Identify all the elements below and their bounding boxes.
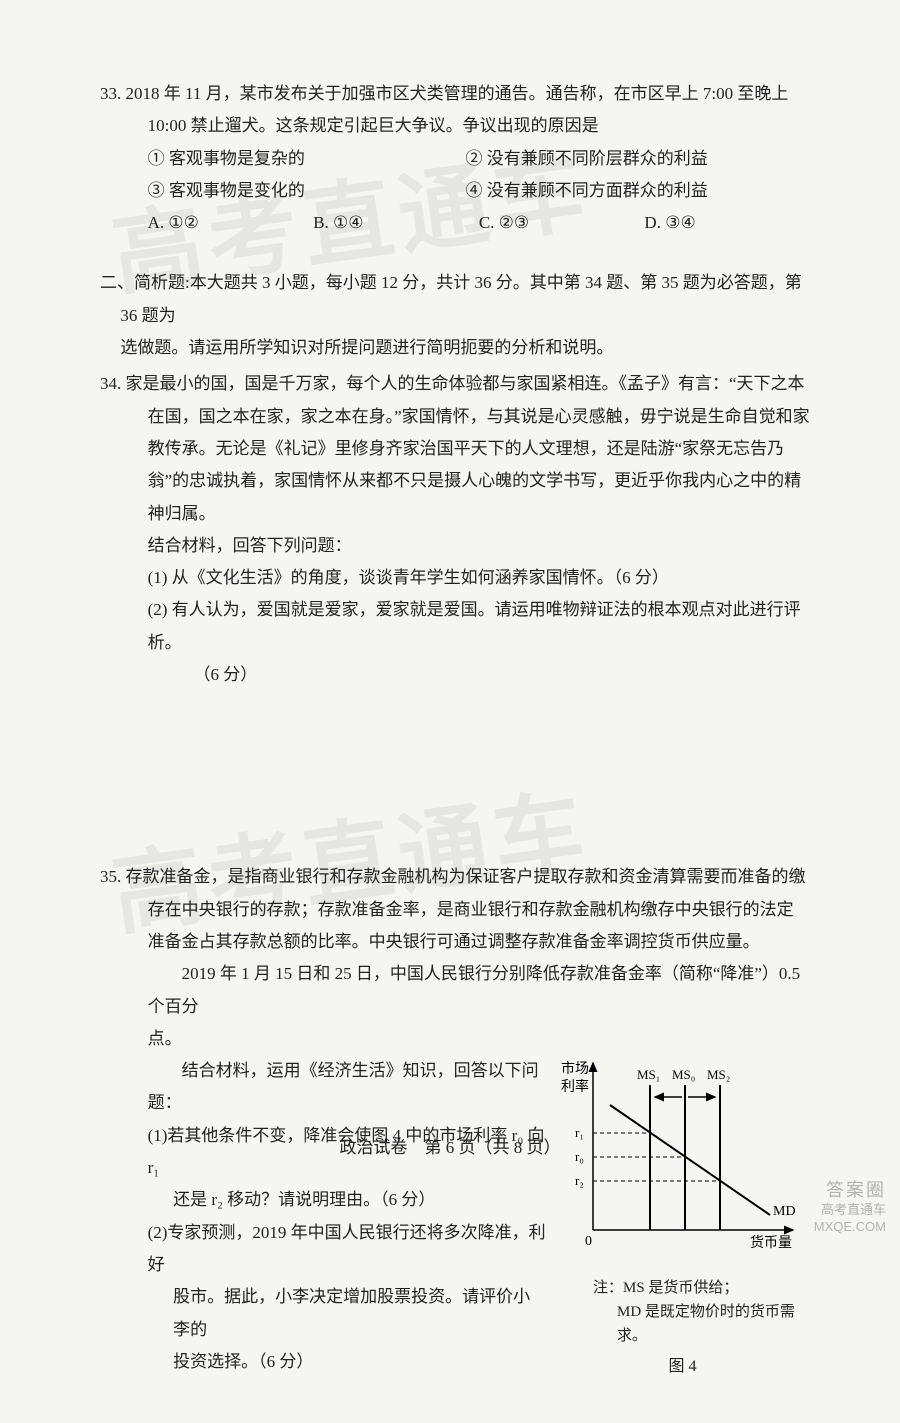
q35-para2a: 2019 年 1 月 15 日和 25 日，中国人民银行分别降低存款准备金率（简… (100, 958, 810, 1023)
corner-line1: 答案圈 (814, 1179, 886, 1202)
q35-stem-text: 存款准备金，是指商业银行和存款金融机构为保证客户提取存款和资金清算需要而准备的缴… (126, 867, 806, 951)
chart-ms2-label: MS₂ (707, 1067, 730, 1082)
q33-option-b: B. ①④ (313, 207, 479, 239)
q33-choice-3: ③ 客观事物是变化的 (148, 175, 466, 207)
q35-sub1b: 还是 r₂ 移动？请说明理由。（6 分） (100, 1184, 547, 1216)
q33-choice-1: ① 客观事物是复杂的 (148, 143, 466, 175)
chart-ms1-label: MS₁ (637, 1067, 660, 1082)
chart-r2-label: r₂ (575, 1173, 584, 1188)
corner-line3: MXQE.COM (814, 1219, 886, 1236)
q33-option-c: C. ②③ (479, 207, 645, 239)
question-33: 33. 2018 年 11 月，某市发布关于加强市区犬类管理的通告。通告称，在市… (100, 78, 810, 239)
section-2-line2: 选做题。请运用所学知识对所提问题进行简明扼要的分析和说明。 (100, 332, 810, 364)
chart-ylabel-1: 市场 (561, 1060, 589, 1077)
q35-sub2b: 股市。据此，小李决定增加股票投资。请评价小李的 (100, 1281, 547, 1346)
exam-page: 33. 2018 年 11 月，某市发布关于加强市区犬类管理的通告。通告称，在市… (0, 0, 900, 1423)
q33-choice-2: ② 没有兼顾不同阶层群众的利益 (466, 143, 810, 175)
q33-number: 33. (100, 84, 121, 103)
money-supply-chart: 市场 利率 MS₁ MS₀ MS₂ MD r₁ (555, 1055, 810, 1265)
q33-stem: 33. 2018 年 11 月，某市发布关于加强市区犬类管理的通告。通告称，在市… (100, 78, 810, 143)
q34-number: 34. (100, 374, 121, 393)
question-35: 35. 存款准备金，是指商业银行和存款金融机构为保证客户提取存款和资金清算需要而… (100, 861, 810, 1382)
section-2-line1: 二、简析题:本大题共 3 小题，每小题 12 分，共计 36 分。其中第 34 … (100, 267, 810, 332)
q33-statements-row1: ① 客观事物是复杂的 ② 没有兼顾不同阶层群众的利益 (100, 143, 810, 175)
q34-sub2: (2) 有人认为，爱国就是爱家，爱家就是爱国。请运用唯物辩证法的根本观点对此进行… (100, 594, 810, 659)
q33-option-d: D. ③④ (644, 207, 810, 239)
q35-body: 结合材料，运用《经济生活》知识，回答以下问题： (1)若其他条件不变，降准会使图… (100, 1055, 810, 1383)
chart-caption: 图 4 (555, 1352, 810, 1382)
q33-stem-text: 2018 年 11 月，某市发布关于加强市区犬类管理的通告。通告称，在市区早上 … (126, 84, 789, 135)
q33-option-a: A. ①② (148, 207, 314, 239)
chart-note-1: 注：MS 是货币供给； (555, 1276, 810, 1300)
q33-choice-4: ④ 没有兼顾不同方面群众的利益 (466, 175, 810, 207)
chart-note-2: MD 是既定物价时的货币需求。 (555, 1300, 810, 1348)
q35-para2b: 点。 (100, 1023, 810, 1055)
chart-xlabel: 货币量 (750, 1234, 792, 1251)
page-footer: 政治试卷 第 6 页（共 8 页） (0, 1133, 900, 1158)
chart-ms0-label: MS₀ (672, 1067, 695, 1082)
q35-subquestions: 结合材料，运用《经济生活》知识，回答以下问题： (1)若其他条件不变，降准会使图… (100, 1055, 555, 1383)
q35-sub2a: (2)专家预测，2019 年中国人民银行还将多次降准，利好 (100, 1217, 547, 1282)
chart-ylabel-2: 利率 (561, 1078, 589, 1095)
chart-md-label: MD (773, 1204, 796, 1219)
figure-4: 市场 利率 MS₁ MS₀ MS₂ MD r₁ (555, 1055, 810, 1383)
q35-stem: 35. 存款准备金，是指商业银行和存款金融机构为保证客户提取存款和资金清算需要而… (100, 861, 810, 958)
q35-number: 35. (100, 867, 121, 886)
q34-sub2-score: （6 分） (100, 659, 810, 691)
chart-origin: 0 (585, 1234, 592, 1249)
q35-prompt: 结合材料，运用《经济生活》知识，回答以下问题： (100, 1055, 547, 1120)
section-2-heading: 二、简析题:本大题共 3 小题，每小题 12 分，共计 36 分。其中第 34 … (100, 267, 810, 364)
corner-watermark: 答案圈 高考直通车 MXQE.COM (814, 1179, 886, 1236)
question-34: 34. 家是最小的国，国是千万家，每个人的生命体验都与家国紧相连。《孟子》有言：… (100, 368, 810, 691)
q34-sub1: (1) 从《文化生活》的角度，谈谈青年学生如何涵养家国情怀。（6 分） (100, 562, 810, 594)
q33-options: A. ①② B. ①④ C. ②③ D. ③④ (100, 207, 810, 239)
corner-line2: 高考直通车 (814, 1202, 886, 1219)
q33-statements-row2: ③ 客观事物是变化的 ④ 没有兼顾不同方面群众的利益 (100, 175, 810, 207)
q35-sub2c: 投资选择。（6 分） (100, 1346, 547, 1378)
q34-prompt: 结合材料，回答下列问题： (100, 530, 810, 562)
q34-stem-text: 家是最小的国，国是千万家，每个人的生命体验都与家国紧相连。《孟子》有言：“天下之… (126, 374, 810, 522)
q34-stem: 34. 家是最小的国，国是千万家，每个人的生命体验都与家国紧相连。《孟子》有言：… (100, 368, 810, 529)
